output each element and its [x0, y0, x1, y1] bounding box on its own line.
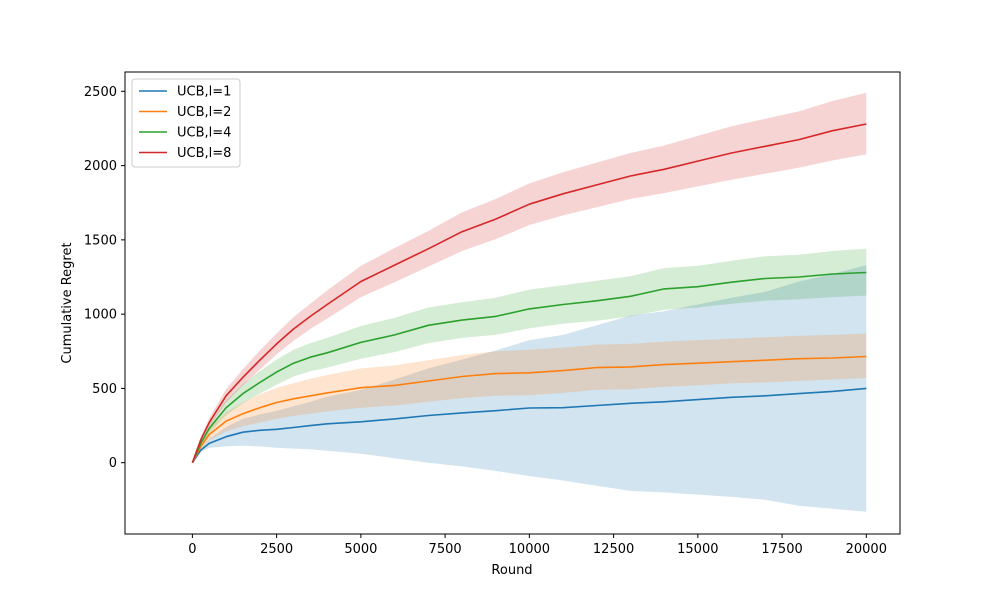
legend: UCB,l=1 UCB,l=2 UCB,l=4 UCB,l=8 [131, 78, 241, 168]
x-tick-label: 10000 [509, 542, 550, 557]
x-axis-ticks: 0 2500 5000 7500 10000 12500 15000 17500 20000 [188, 534, 887, 557]
x-tick-label: 5000 [344, 542, 377, 557]
x-tick-label: 17500 [761, 542, 802, 557]
y-tick-label: 500 [92, 382, 117, 397]
confidence-band-1 [192, 265, 867, 512]
x-tick-label: 20000 [846, 542, 887, 557]
confidence-band-4 [192, 92, 867, 463]
series-lines [191, 123, 867, 464]
x-tick-label: 0 [188, 542, 196, 557]
x-tick-label: 15000 [677, 542, 718, 557]
legend-box [131, 78, 241, 168]
x-axis-label: Round [491, 563, 532, 578]
series-line-2 [191, 355, 867, 464]
plot-frame [124, 71, 901, 535]
y-tick-label: 0 [109, 456, 117, 471]
confidence-bands [192, 92, 867, 512]
x-tick-label: 12500 [593, 542, 634, 557]
y-axis-label: Cumulative Regret [60, 242, 75, 363]
y-tick-label: 1500 [84, 233, 117, 248]
legend-label-4: UCB,l=8 [177, 146, 231, 161]
x-tick-label: 7500 [429, 542, 462, 557]
y-tick-label: 2000 [84, 159, 117, 174]
y-tick-label: 1000 [84, 308, 117, 323]
x-tick-label: 2500 [260, 542, 293, 557]
legend-label-3: UCB,l=4 [177, 126, 231, 141]
y-axis-ticks: 0 500 1000 1500 2000 2500 [84, 85, 125, 471]
y-tick-label: 2500 [84, 85, 117, 100]
legend-label-1: UCB,l=1 [177, 85, 231, 100]
series-line-1 [191, 387, 867, 464]
series-line-4 [191, 123, 867, 463]
confidence-band-3 [192, 248, 867, 463]
series-line-3 [191, 271, 867, 464]
confidence-band-2 [192, 333, 867, 463]
legend-label-2: UCB,l=2 [177, 105, 231, 120]
